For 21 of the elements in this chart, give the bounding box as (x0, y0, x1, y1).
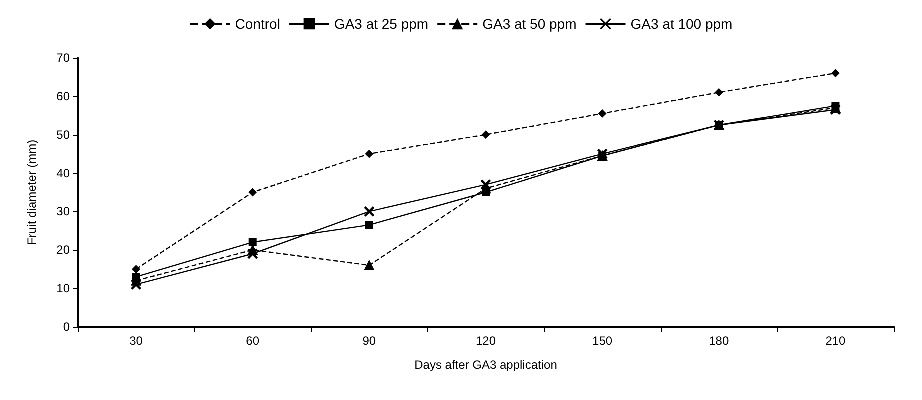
x-tick-label: 30 (130, 334, 144, 348)
x-tick-label: 150 (592, 334, 613, 348)
y-tick-label: 30 (56, 204, 70, 219)
y-axis-title: Fruit diameter (mm) (25, 140, 39, 246)
x-tick-label: 210 (826, 334, 846, 348)
y-tick-label: 20 (56, 243, 70, 258)
y-tick-label: 0 (63, 320, 70, 334)
x-tick-label: 90 (362, 334, 376, 348)
legend-label: GA3 at 100 ppm (630, 16, 733, 32)
legend-label: Control (235, 16, 280, 32)
y-tick-label: 10 (56, 282, 70, 296)
y-tick-label: 40 (56, 166, 70, 180)
x-tick-label: 120 (476, 334, 496, 348)
y-tick-label: 70 (56, 51, 70, 65)
legend-label: GA3 at 25 ppm (334, 16, 429, 32)
y-tick-label: 60 (56, 89, 70, 104)
x-axis-title: Days after GA3 application (414, 358, 558, 372)
x-tick-label: 60 (246, 334, 260, 348)
x-tick-label: 180 (709, 334, 730, 348)
legend-label: GA3 at 50 ppm (482, 16, 577, 32)
y-tick-label: 50 (56, 128, 70, 142)
